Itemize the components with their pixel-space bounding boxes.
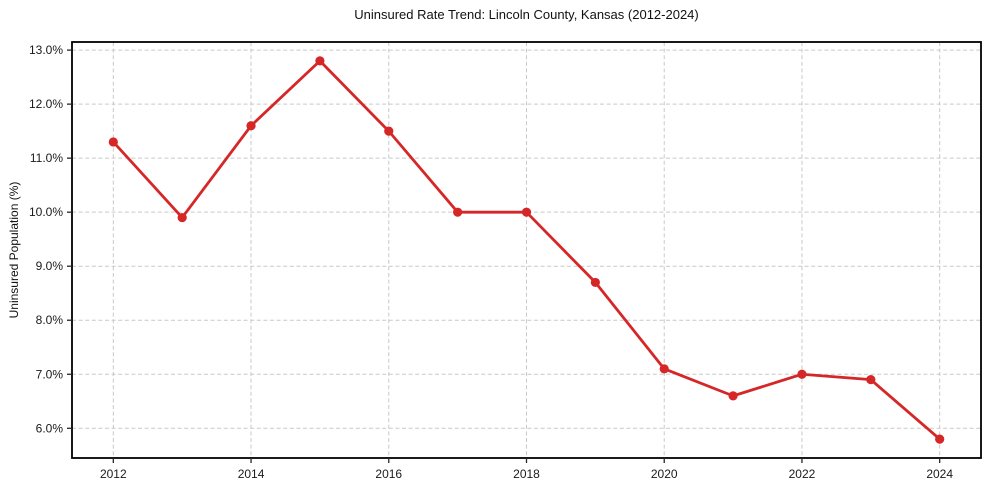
data-point — [108, 137, 118, 147]
y-tick-label: 10.0% — [29, 205, 63, 219]
chart-title: Uninsured Rate Trend: Lincoln County, Ka… — [354, 7, 699, 22]
data-point — [866, 375, 876, 385]
data-point — [246, 121, 256, 131]
y-tick-label: 11.0% — [30, 151, 63, 165]
data-point — [797, 369, 807, 379]
data-point — [935, 434, 945, 444]
y-tick-label: 8.0% — [36, 313, 64, 327]
x-tick-label: 2018 — [513, 467, 540, 481]
x-tick-label: 2016 — [375, 467, 402, 481]
y-tick-label: 7.0% — [36, 367, 64, 381]
data-point — [384, 126, 394, 136]
y-tick-label: 13.0% — [29, 43, 63, 57]
x-tick-label: 2022 — [789, 467, 816, 481]
data-point — [728, 391, 738, 401]
data-point — [453, 207, 463, 217]
data-point — [315, 56, 325, 66]
data-point — [521, 207, 532, 217]
x-tick-label: 2020 — [651, 467, 678, 481]
y-tick-label: 9.0% — [36, 259, 64, 273]
y-tick-label: 6.0% — [36, 421, 64, 435]
data-point — [659, 364, 669, 374]
x-tick-label: 2014 — [238, 467, 265, 481]
x-tick-label: 2024 — [926, 467, 953, 481]
data-point — [590, 277, 600, 288]
data-point — [177, 212, 187, 223]
x-tick-label: 2012 — [100, 467, 127, 481]
y-tick-label: 12.0% — [29, 97, 63, 111]
